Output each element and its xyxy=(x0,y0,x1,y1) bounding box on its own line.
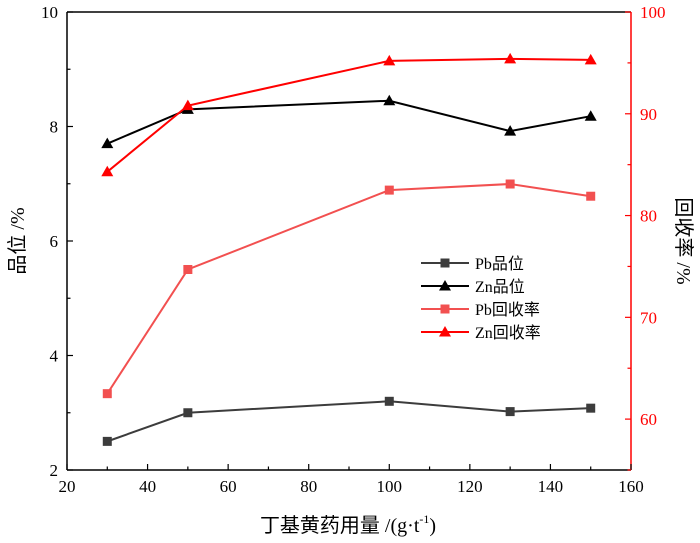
x-tick-label: 120 xyxy=(457,477,483,496)
data-point xyxy=(504,52,517,64)
y-left-axis-title: 品位 /% xyxy=(6,207,29,274)
series-line xyxy=(106,57,591,173)
x-axis-title-main: 丁基黄药用量 /(g·t xyxy=(260,514,420,537)
legend-label: Pb回收率 xyxy=(475,301,540,319)
x-axis-title: 丁基黄药用量 /(g·t-1) xyxy=(260,512,436,537)
data-point xyxy=(384,396,394,406)
legend-marker xyxy=(440,304,450,314)
data-point xyxy=(586,403,596,413)
legend-label: Pb品位 xyxy=(475,255,524,273)
legend-item: Pb品位 xyxy=(421,255,524,273)
data-point xyxy=(183,264,193,274)
legend-item: Pb回收率 xyxy=(421,301,540,319)
legend-marker xyxy=(439,326,451,337)
series-Pb回收率 xyxy=(102,179,596,399)
plot-frame xyxy=(66,11,632,471)
y-left-tick-label: 2 xyxy=(50,461,59,480)
data-point xyxy=(384,185,394,195)
data-point xyxy=(504,125,517,136)
y-right-axis: 60 70 80 90 100 xyxy=(625,3,666,471)
x-axis: 20 40 60 80 100 120 140 160 xyxy=(59,464,644,496)
y-left-tick-label: 4 xyxy=(50,347,59,366)
y-right-tick-label: 100 xyxy=(640,3,666,22)
series-Zn回收率 xyxy=(101,52,597,177)
y-left-tick-label: 10 xyxy=(41,3,58,22)
x-axis-title-superscript: -1 xyxy=(419,512,429,526)
data-point xyxy=(584,53,597,65)
series-line xyxy=(106,99,591,145)
legend: Pb品位 Zn品位 Pb回收率 Zn回收率 xyxy=(421,255,541,342)
data-point xyxy=(383,54,396,66)
series-Zn品位 xyxy=(101,94,597,149)
legend-label: Zn品位 xyxy=(475,278,525,296)
series-Pb品位 xyxy=(102,396,596,446)
data-point xyxy=(505,179,515,189)
y-right-axis-title: 回收率 /% xyxy=(672,197,695,284)
legend-label: Zn回收率 xyxy=(475,324,541,342)
y-right-tick-label: 90 xyxy=(640,105,657,124)
y-right-tick-label: 80 xyxy=(640,207,657,226)
x-axis-title-close: ) xyxy=(429,515,436,537)
y-right-tick-label: 60 xyxy=(640,410,657,429)
y-left-tick-label: 6 xyxy=(50,232,59,251)
legend-marker xyxy=(439,280,451,291)
y-right-tick-label: 70 xyxy=(640,308,657,327)
legend-marker xyxy=(440,258,450,268)
data-point xyxy=(101,165,114,177)
legend-item: Zn品位 xyxy=(421,278,525,296)
y-left-axis: 2 4 6 8 10 xyxy=(41,3,73,480)
series-line xyxy=(106,400,591,443)
data-point xyxy=(102,389,112,399)
legend-item: Zn回收率 xyxy=(421,324,541,342)
y-left-tick-label: 8 xyxy=(50,118,59,137)
data-point xyxy=(102,436,112,446)
x-tick-label: 20 xyxy=(59,477,76,496)
data-point xyxy=(101,137,114,149)
data-point xyxy=(586,191,596,201)
data-point xyxy=(183,408,193,418)
x-tick-label: 140 xyxy=(538,477,564,496)
data-point xyxy=(383,94,396,106)
x-tick-label: 160 xyxy=(618,477,644,496)
x-tick-label: 60 xyxy=(220,477,237,496)
x-tick-label: 40 xyxy=(139,477,156,496)
data-point xyxy=(584,110,597,121)
data-point xyxy=(505,407,515,417)
x-tick-label: 80 xyxy=(300,477,317,496)
x-tick-label: 100 xyxy=(377,477,403,496)
series-layer xyxy=(101,52,597,446)
data-point xyxy=(181,99,194,111)
